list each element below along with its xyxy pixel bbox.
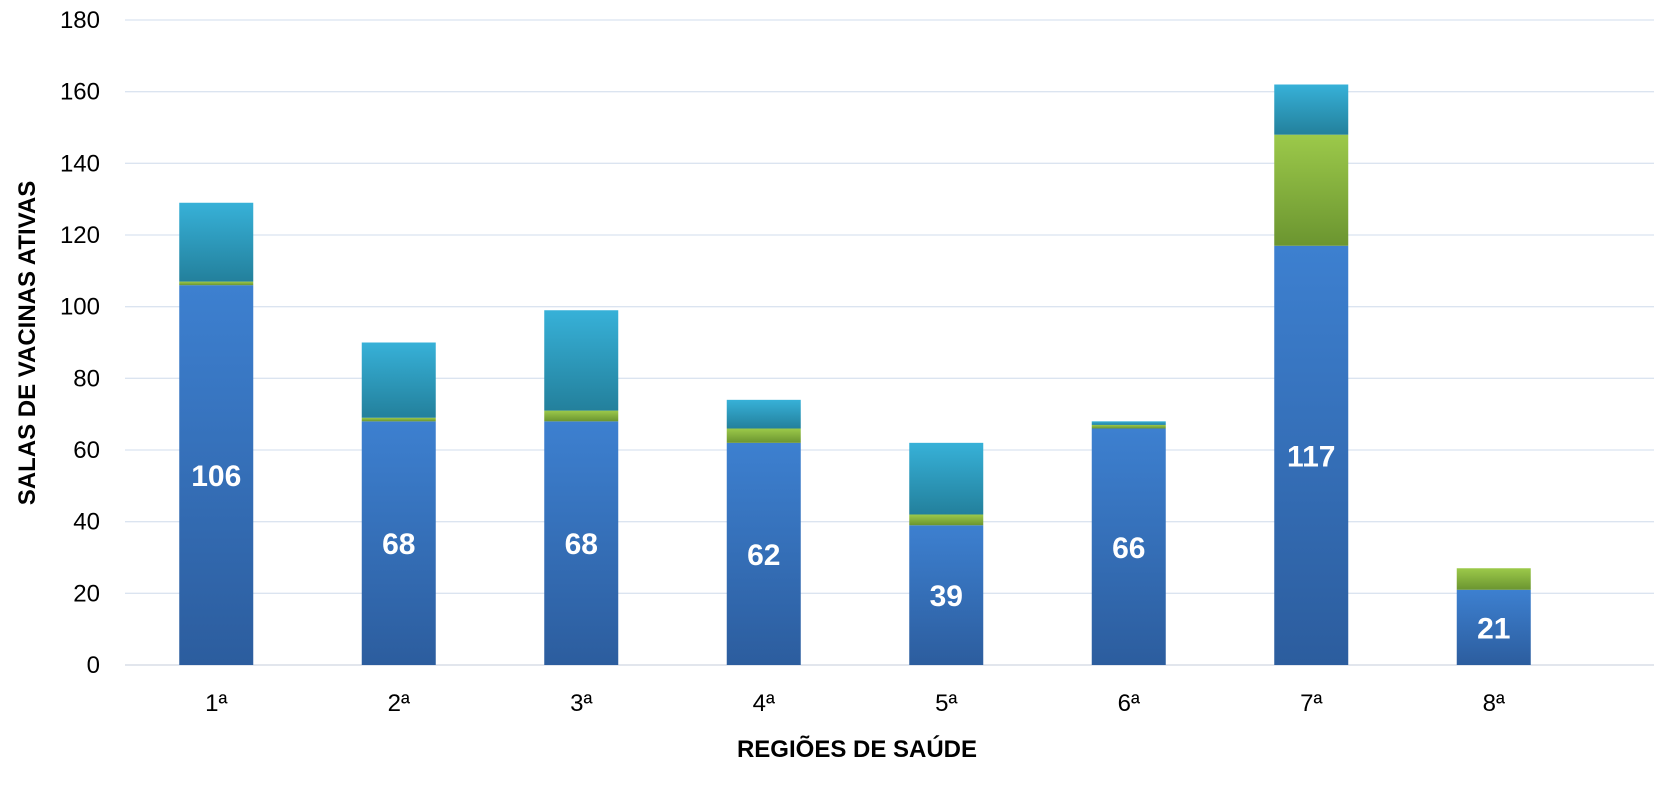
y-tick-label: 60 [73,437,100,464]
data-label: 106 [191,460,241,493]
data-label: 39 [930,580,963,613]
y-tick-label: 180 [60,7,100,34]
y-axis-tick-labels: 0 20 40 60 80 100 120 140 160 180 [60,7,100,679]
bars [179,84,1531,665]
bar-segment-1 [179,285,254,665]
y-tick-label: 100 [60,294,100,321]
bar-segment-1 [1456,589,1531,665]
bar-segment-1 [544,421,619,665]
bar-segment-3 [361,342,436,418]
x-tick-label: 6ª [1118,690,1140,717]
bar-segment-3 [1091,421,1166,425]
bar-segment-2 [179,281,254,286]
x-tick-label: 5ª [935,690,957,717]
x-tick-label: 2ª [388,690,410,717]
bar-segment-2 [1456,568,1531,590]
x-axis-title: REGIÕES DE SAÚDE [737,735,977,763]
bar-segment-1 [726,442,801,665]
bar-segment-3 [726,399,801,429]
bar-segment-3 [544,310,619,411]
gridlines [125,19,1654,666]
bar-segment-3 [1274,84,1349,135]
y-tick-label: 140 [60,150,100,177]
data-label: 117 [1287,440,1335,473]
y-tick-label: 20 [73,580,100,607]
x-tick-label: 8ª [1483,690,1505,717]
bar-segment-1 [361,421,436,665]
bar-segment-1 [1274,245,1349,665]
y-tick-label: 0 [87,652,100,679]
x-tick-label: 1ª [205,690,227,717]
y-axis-title: SALAS DE VACINAS ATIVAS [14,181,41,505]
x-tick-label: 7ª [1300,690,1322,717]
x-axis-tick-labels: 1ª 2ª 3ª 4ª 5ª 6ª 7ª 8ª [205,690,1505,717]
bar-segment-3 [909,442,984,515]
y-tick-label: 80 [73,365,100,392]
bar-segment-2 [1274,134,1349,246]
bar-segment-2 [726,428,801,443]
data-labels: 106 68 68 62 39 66 117 21 [191,440,1510,645]
data-label: 68 [565,528,598,561]
data-label: 62 [747,539,780,572]
data-label: 66 [1112,532,1145,565]
bar-segment-2 [361,417,436,422]
bar-segment-2 [909,514,984,526]
data-label: 21 [1477,612,1510,645]
bar-segment-3 [179,202,254,282]
y-tick-label: 40 [73,509,100,536]
x-tick-label: 3ª [570,690,592,717]
bar-segment-1 [1091,428,1166,665]
data-label: 68 [382,528,415,561]
x-tick-label: 4ª [753,690,775,717]
bar-segment-2 [544,410,619,422]
bar-segment-1 [909,525,984,665]
y-tick-label: 120 [60,222,100,249]
y-tick-label: 160 [60,79,100,106]
bar-segment-2 [1091,424,1166,429]
